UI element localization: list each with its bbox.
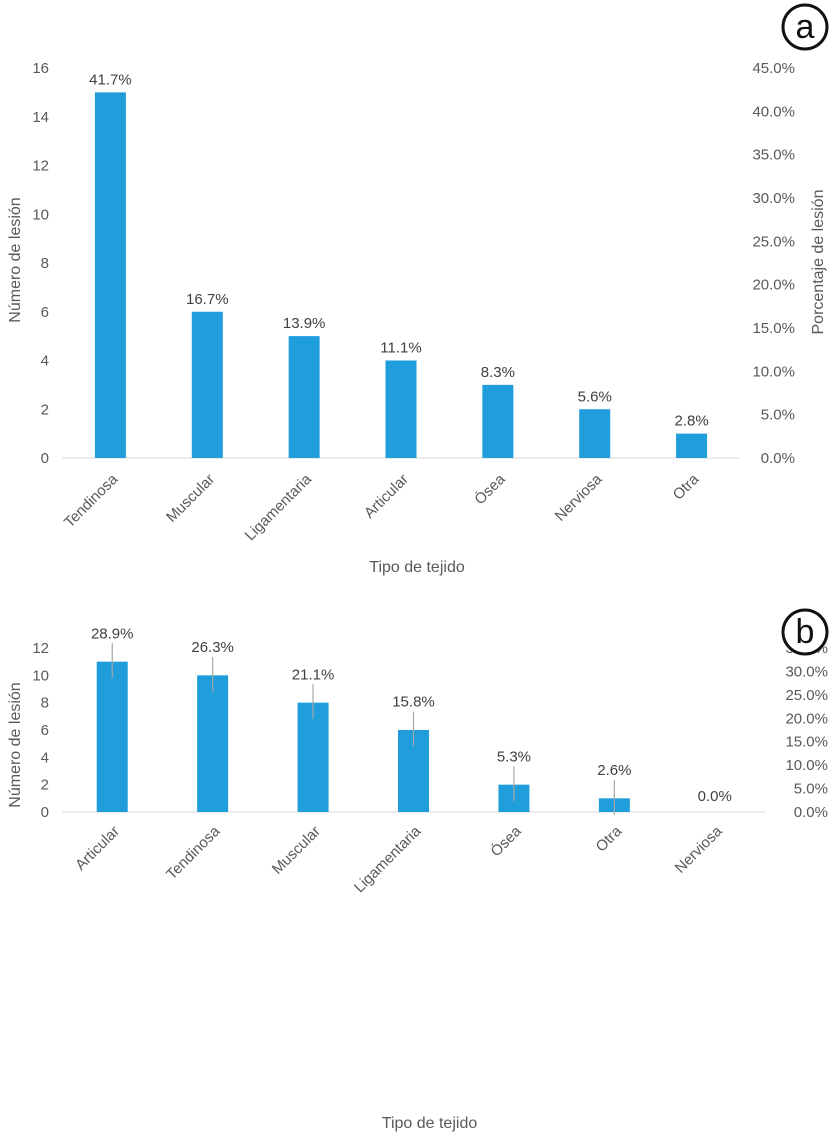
y-tick-label: 4 <box>41 749 49 766</box>
x-tick-label: Otra <box>670 470 703 503</box>
x-tick-label: Muscular <box>163 471 218 526</box>
y2-tick-label: 30.0% <box>752 190 795 207</box>
y2-tick-label: 45.0% <box>752 60 795 77</box>
y-tick-label: 10 <box>32 667 49 684</box>
y2-tick-label: 10.0% <box>752 363 795 380</box>
y2-tick-label: 15.0% <box>752 320 795 337</box>
data-label: 5.3% <box>497 748 531 765</box>
data-label: 13.9% <box>283 315 326 332</box>
y2-tick-label: 0.0% <box>794 804 828 821</box>
x-tick-label: Articular <box>72 823 123 874</box>
x-tick-label: Ósea <box>487 822 525 860</box>
x-tick-label: Ligamentaria <box>351 822 425 896</box>
y2-tick-label: 25.0% <box>785 687 828 704</box>
bar-tendinosa <box>197 675 229 812</box>
x-axis-title: Tipo de tejido <box>382 1115 478 1132</box>
data-label: 41.7% <box>89 71 132 88</box>
bar-muscular <box>297 702 329 812</box>
data-label: 2.8% <box>674 413 708 430</box>
x-tick-label: Nerviosa <box>552 470 606 524</box>
x-tick-label: Ligamentaria <box>242 470 316 544</box>
x-tick-label: Articular <box>361 471 412 522</box>
panel-badge-circle <box>781 608 829 656</box>
y-tick-label: 0 <box>41 450 49 467</box>
bar-tendinosa <box>94 92 126 458</box>
y-axis-title: Número de lesión <box>7 682 24 807</box>
bar--sea <box>482 384 514 458</box>
y2-tick-label: 35.0% <box>752 147 795 164</box>
bar-ligamentaria <box>288 336 320 458</box>
y2-tick-label: 5.0% <box>761 407 795 424</box>
y-tick-label: 6 <box>41 722 49 739</box>
y-tick-label: 10 <box>32 206 49 223</box>
y-tick-label: 2 <box>41 777 49 794</box>
y-tick-label: 12 <box>32 158 49 175</box>
x-tick-label: Otra <box>593 822 626 855</box>
data-label: 21.1% <box>292 666 335 683</box>
y-tick-label: 16 <box>32 60 49 77</box>
y-tick-label: 6 <box>41 304 49 321</box>
y2-tick-label: 15.0% <box>785 734 828 751</box>
y-axis-title: Número de lesión <box>7 197 24 322</box>
y2-tick-label: 40.0% <box>752 103 795 120</box>
data-label: 28.9% <box>91 625 134 642</box>
bar-articular <box>96 661 128 812</box>
y-tick-label: 14 <box>32 109 49 126</box>
data-label: 26.3% <box>191 639 234 656</box>
y-tick-label: 4 <box>41 353 49 370</box>
y2-axis-title: Porcentaje de lesión <box>810 190 827 335</box>
y2-tick-label: 25.0% <box>752 233 795 250</box>
panel-badge-circle <box>781 3 829 51</box>
data-label: 2.6% <box>597 762 631 779</box>
y-tick-label: 2 <box>41 401 49 418</box>
bar-muscular <box>191 311 223 458</box>
y2-tick-label: 20.0% <box>785 710 828 727</box>
y-tick-label: 8 <box>41 255 49 272</box>
x-tick-label: Tendinosa <box>61 470 122 531</box>
x-tick-label: Tendinosa <box>163 822 224 883</box>
x-tick-label: Ósea <box>471 470 509 508</box>
data-label: 11.1% <box>380 340 421 357</box>
x-axis-title: Tipo de tejido <box>369 559 465 576</box>
y2-tick-label: 30.0% <box>785 663 828 680</box>
y2-tick-label: 20.0% <box>752 277 795 294</box>
data-label: 0.0% <box>698 788 732 805</box>
x-tick-label: Nerviosa <box>672 822 726 876</box>
panel-label: a <box>796 8 815 46</box>
panel-label: b <box>796 613 815 651</box>
y2-tick-label: 10.0% <box>785 757 828 774</box>
y2-tick-label: 5.0% <box>794 781 828 798</box>
y2-tick-label: 0.0% <box>761 450 795 467</box>
y-tick-label: 8 <box>41 695 49 712</box>
data-label: 15.8% <box>392 694 435 711</box>
data-label: 16.7% <box>186 291 229 308</box>
data-label: 5.6% <box>578 388 612 405</box>
y-tick-label: 0 <box>41 804 49 821</box>
bar-otra <box>676 433 708 458</box>
bar-articular <box>385 360 417 458</box>
data-label: 8.3% <box>481 364 515 381</box>
y-tick-label: 12 <box>32 640 49 657</box>
x-tick-label: Muscular <box>269 823 324 878</box>
bar-nerviosa <box>579 409 611 458</box>
